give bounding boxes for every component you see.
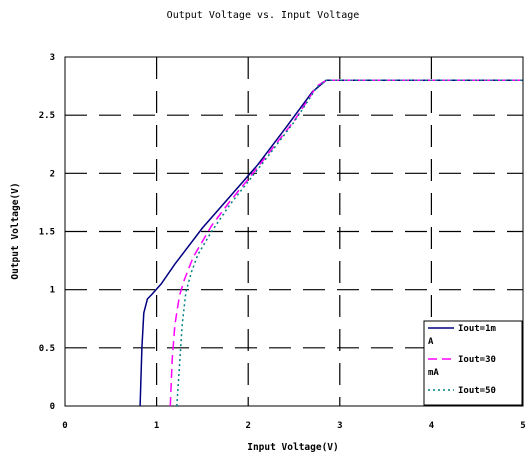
- legend-box: [423, 320, 523, 406]
- y-tick-label: 1: [50, 286, 55, 296]
- y-tick-label: 2: [50, 169, 55, 179]
- x-tick-label: 4: [429, 421, 435, 431]
- x-tick-label: 1: [154, 421, 159, 431]
- y-tick-label: 0: [50, 402, 55, 412]
- x-axis-label: Input Voltage(V): [247, 442, 339, 453]
- y-tick-label: 3: [50, 53, 55, 63]
- legend-label-2: Iout=30 mA: [428, 355, 496, 378]
- x-axis-ticks: 0 1 2 3 4 5: [62, 421, 525, 431]
- y-tick-label: 1.5: [39, 228, 55, 238]
- legend-label-3: Iout=50: [458, 386, 496, 396]
- y-axis-ticks: 0 0.5 1 1.5 2 2.5 3: [39, 53, 55, 412]
- y-axis-label: Output Voltage(V): [10, 182, 21, 279]
- legend-label-1: Iout=1m A: [428, 324, 497, 347]
- x-tick-label: 5: [520, 421, 525, 431]
- x-tick-label: 3: [337, 421, 342, 431]
- plot-frame: [64, 56, 524, 407]
- x-tick-label: 0: [62, 421, 67, 431]
- series-line-2: [169, 79, 523, 407]
- chart-title: Output Voltage vs. Input Voltage: [167, 10, 360, 21]
- legend: Iout=1m A Iout=30 mA Iout=50: [423, 320, 523, 406]
- series-group: [139, 79, 523, 407]
- y-tick-label: 0.5: [39, 344, 55, 354]
- x-tick-label: 2: [245, 421, 250, 431]
- y-tick-label: 2.5: [39, 111, 55, 121]
